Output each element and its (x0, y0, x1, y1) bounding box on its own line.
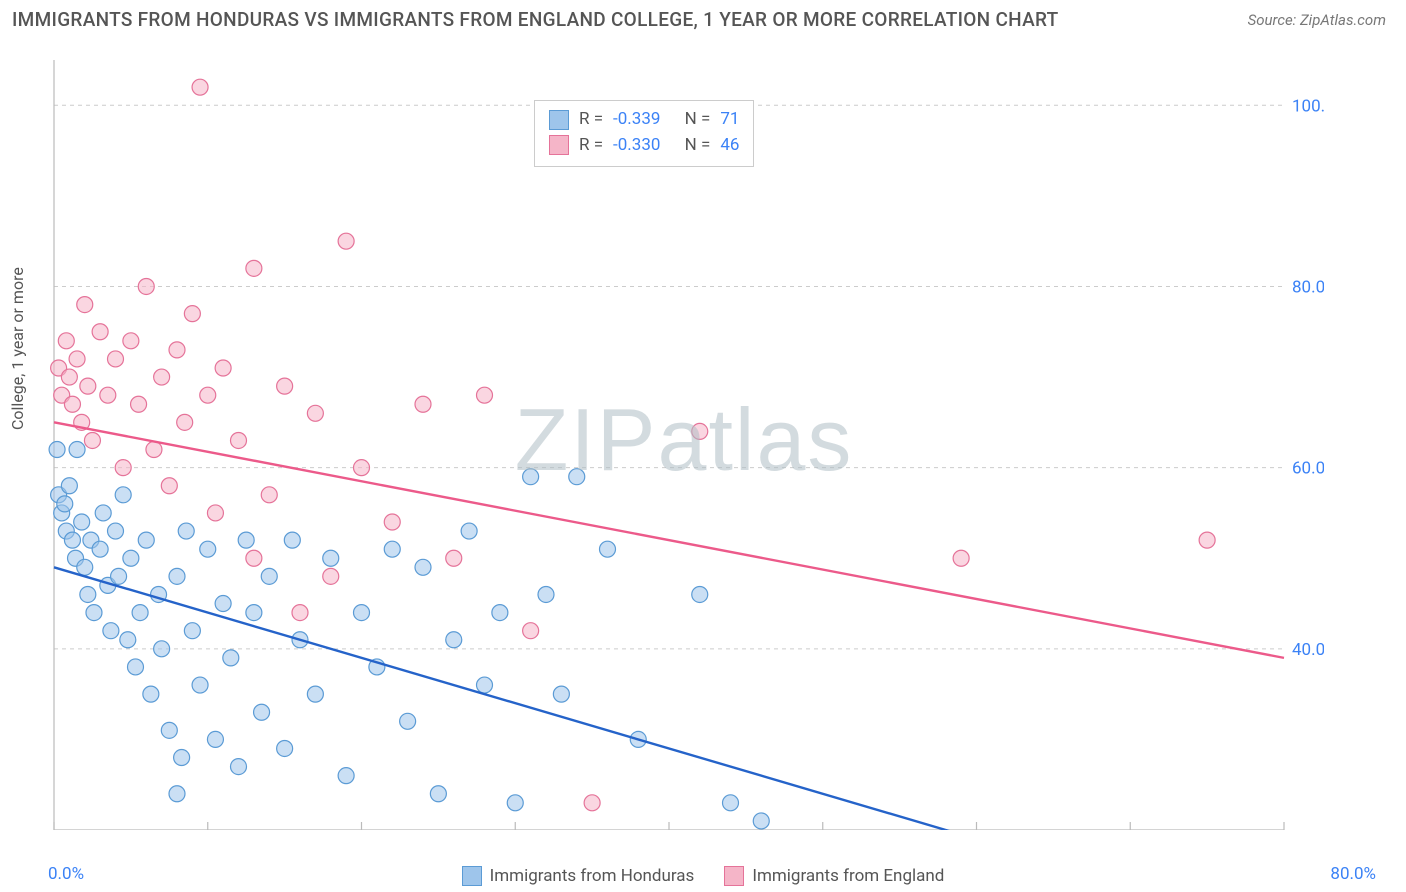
honduras-n-value: 71 (720, 107, 739, 133)
source-attribution: Source: ZipAtlas.com (1248, 11, 1386, 29)
honduras-swatch (549, 110, 569, 130)
england-swatch (549, 135, 569, 155)
correlation-row-honduras: R = -0.339 N = 71 (549, 107, 739, 133)
series-legend: Immigrants from Honduras Immigrants from… (0, 866, 1406, 886)
correlation-row-england: R = -0.330 N = 46 (549, 133, 739, 159)
england-n-value: 46 (720, 133, 739, 159)
scatter-plot-svg: 40.0% 60.0% 80.0% 100.0% (44, 50, 1324, 830)
honduras-r-value: -0.339 (613, 107, 660, 133)
title-bar: IMMIGRANTS FROM HONDURAS VS IMMIGRANTS F… (0, 0, 1406, 35)
n-label: N = (685, 107, 711, 133)
honduras-legend-label: Immigrants from Honduras (490, 866, 695, 886)
england-legend-label: Immigrants from England (752, 866, 944, 886)
svg-text:80.0%: 80.0% (1292, 277, 1324, 297)
england-r-value: -0.330 (613, 133, 660, 159)
england-legend-swatch (724, 866, 744, 886)
r-label: R = (579, 133, 603, 159)
chart-plot-area: 40.0%60.0%80.0%100.0% ZIPatlas R = -0.33… (44, 50, 1324, 830)
chart-title: IMMIGRANTS FROM HONDURAS VS IMMIGRANTS F… (12, 8, 1059, 31)
svg-text:60.0%: 60.0% (1292, 459, 1324, 479)
n-label: N = (685, 133, 711, 159)
legend-item-honduras: Immigrants from Honduras (462, 866, 695, 886)
legend-item-england: Immigrants from England (724, 866, 944, 886)
svg-text:40.0%: 40.0% (1292, 640, 1324, 660)
correlation-legend-box: R = -0.339 N = 71 R = -0.330 N = 46 (534, 100, 754, 167)
r-label: R = (579, 107, 603, 133)
y-axis-label: College, 1 year or more (8, 267, 27, 430)
honduras-legend-swatch (462, 866, 482, 886)
svg-text:100.0%: 100.0% (1292, 96, 1324, 116)
